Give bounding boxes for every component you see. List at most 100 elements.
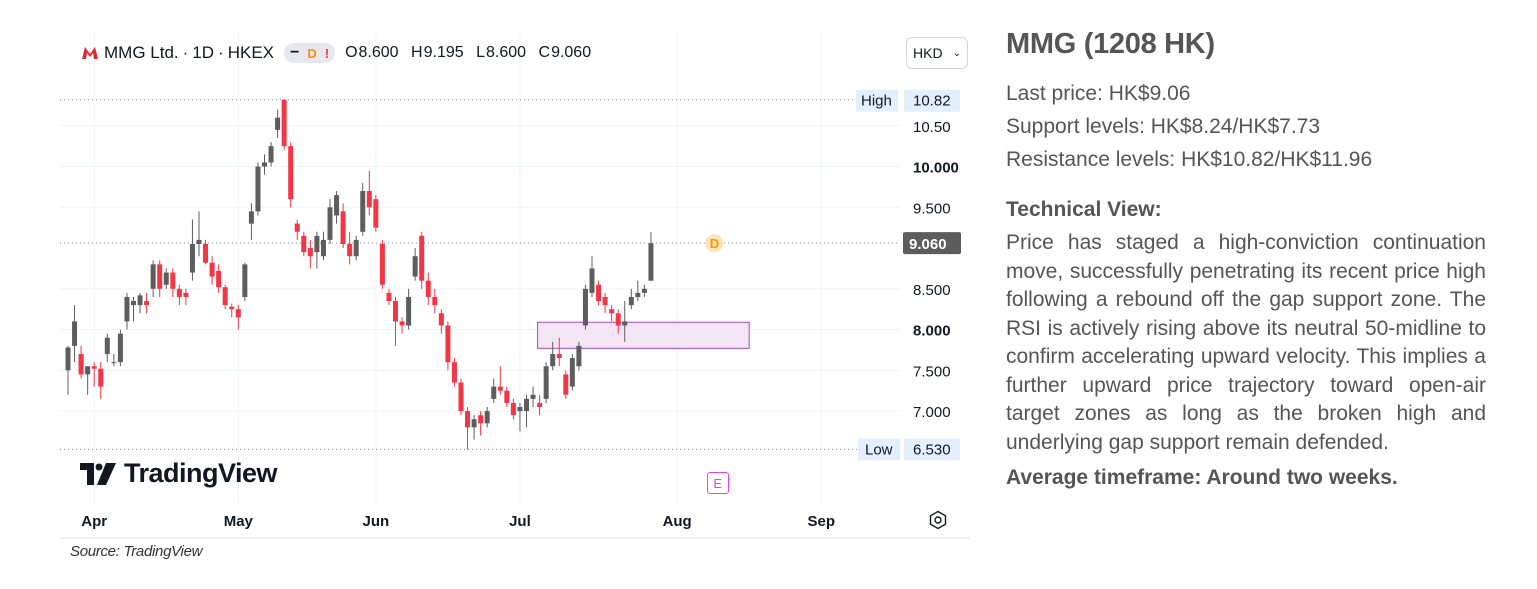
tradingview-logo[interactable]: TradingView bbox=[80, 458, 278, 489]
candle[interactable] bbox=[412, 256, 418, 277]
candle[interactable] bbox=[550, 354, 556, 367]
settings-icon[interactable] bbox=[928, 510, 948, 530]
candle[interactable] bbox=[117, 333, 123, 363]
candle[interactable] bbox=[347, 243, 353, 257]
candle[interactable] bbox=[150, 264, 156, 289]
candle[interactable] bbox=[157, 264, 163, 289]
dividend-badge[interactable]: D bbox=[307, 45, 317, 61]
candle[interactable] bbox=[530, 394, 536, 399]
candle[interactable] bbox=[235, 309, 241, 318]
candle[interactable] bbox=[484, 411, 490, 424]
candle[interactable] bbox=[111, 362, 117, 364]
candle[interactable] bbox=[615, 313, 621, 326]
candle[interactable] bbox=[170, 272, 176, 289]
candle[interactable] bbox=[229, 306, 235, 310]
candle[interactable] bbox=[510, 402, 516, 416]
candle[interactable] bbox=[465, 411, 471, 428]
earnings-marker[interactable]: E bbox=[706, 472, 729, 494]
gap-support-zone[interactable] bbox=[537, 321, 750, 349]
candle[interactable] bbox=[98, 368, 104, 387]
alert-badge[interactable]: ! bbox=[324, 45, 330, 61]
candle[interactable] bbox=[386, 292, 392, 302]
candle[interactable] bbox=[445, 325, 451, 363]
candle[interactable] bbox=[635, 292, 641, 297]
market-closed-icon[interactable]: − bbox=[290, 44, 300, 61]
candle[interactable] bbox=[340, 211, 346, 244]
currency-dropdown[interactable]: HKD ⌄ bbox=[906, 37, 968, 69]
symbol-name[interactable]: MMG Ltd. bbox=[104, 43, 179, 62]
candle[interactable] bbox=[209, 262, 215, 277]
dividend-marker[interactable]: D bbox=[710, 236, 719, 251]
candle[interactable] bbox=[602, 296, 608, 306]
candle[interactable] bbox=[85, 366, 91, 375]
candlestick-chart[interactable]: 7.000 7.500 8.000 8.500 9.500 10.000 10.50 D Hig… bbox=[60, 30, 975, 545]
candle[interactable] bbox=[222, 287, 228, 306]
candle[interactable] bbox=[334, 195, 340, 216]
candle[interactable] bbox=[379, 243, 385, 285]
candle[interactable] bbox=[203, 243, 209, 263]
candle[interactable] bbox=[628, 296, 634, 306]
candle[interactable] bbox=[589, 268, 595, 293]
candle[interactable] bbox=[281, 99, 287, 147]
candle[interactable] bbox=[648, 243, 654, 281]
candle[interactable] bbox=[582, 288, 588, 326]
candle[interactable] bbox=[543, 366, 549, 399]
candle[interactable] bbox=[216, 270, 222, 288]
status-badges[interactable]: − D ! bbox=[284, 43, 336, 63]
candle[interactable] bbox=[451, 362, 457, 383]
candle[interactable] bbox=[471, 419, 477, 428]
candle[interactable] bbox=[268, 146, 274, 163]
candle[interactable] bbox=[537, 402, 543, 408]
candle[interactable] bbox=[524, 398, 529, 412]
candle[interactable] bbox=[327, 207, 333, 240]
candle[interactable] bbox=[320, 239, 326, 257]
candle[interactable] bbox=[176, 288, 182, 297]
dividend-marker-bg[interactable] bbox=[705, 234, 724, 253]
candle[interactable] bbox=[432, 296, 438, 306]
candle[interactable] bbox=[609, 309, 615, 314]
candle[interactable] bbox=[360, 191, 366, 232]
candle[interactable] bbox=[307, 248, 313, 257]
candle[interactable] bbox=[641, 288, 647, 293]
candle[interactable] bbox=[517, 407, 523, 412]
candle[interactable] bbox=[124, 296, 130, 322]
candle[interactable] bbox=[196, 239, 202, 244]
candle[interactable] bbox=[255, 166, 261, 212]
chart-panel[interactable]: 7.000 7.500 8.000 8.500 9.500 10.000 10.50 D Hig… bbox=[60, 30, 975, 545]
candle[interactable] bbox=[373, 199, 379, 228]
candle[interactable] bbox=[189, 243, 195, 273]
candle[interactable] bbox=[137, 295, 143, 306]
candle[interactable] bbox=[393, 301, 398, 322]
candle[interactable] bbox=[248, 211, 254, 224]
candle[interactable] bbox=[91, 366, 97, 369]
candle[interactable] bbox=[622, 321, 628, 326]
candle[interactable] bbox=[406, 296, 412, 326]
candle[interactable] bbox=[497, 386, 503, 391]
candle[interactable] bbox=[72, 321, 78, 346]
candle[interactable] bbox=[419, 235, 425, 281]
candle[interactable] bbox=[314, 235, 320, 253]
candle[interactable] bbox=[294, 223, 300, 232]
candle[interactable] bbox=[458, 382, 464, 412]
candle[interactable] bbox=[504, 390, 510, 403]
candle[interactable] bbox=[576, 345, 582, 367]
candle[interactable] bbox=[301, 235, 307, 253]
candle[interactable] bbox=[262, 162, 267, 167]
candle[interactable] bbox=[353, 239, 359, 257]
candle[interactable] bbox=[131, 301, 136, 306]
candle[interactable] bbox=[104, 337, 110, 355]
candle[interactable] bbox=[163, 272, 169, 285]
candle[interactable] bbox=[563, 374, 569, 395]
candle[interactable] bbox=[366, 191, 372, 208]
candle[interactable] bbox=[596, 284, 602, 302]
candle[interactable] bbox=[425, 280, 431, 297]
candle[interactable] bbox=[556, 354, 562, 359]
candle[interactable] bbox=[288, 146, 294, 200]
candle[interactable] bbox=[399, 321, 405, 326]
candle[interactable] bbox=[491, 386, 497, 399]
candle[interactable] bbox=[65, 347, 71, 371]
candle[interactable] bbox=[438, 313, 444, 326]
candle[interactable] bbox=[183, 292, 189, 297]
candle[interactable] bbox=[78, 354, 84, 375]
candle[interactable] bbox=[144, 301, 150, 306]
